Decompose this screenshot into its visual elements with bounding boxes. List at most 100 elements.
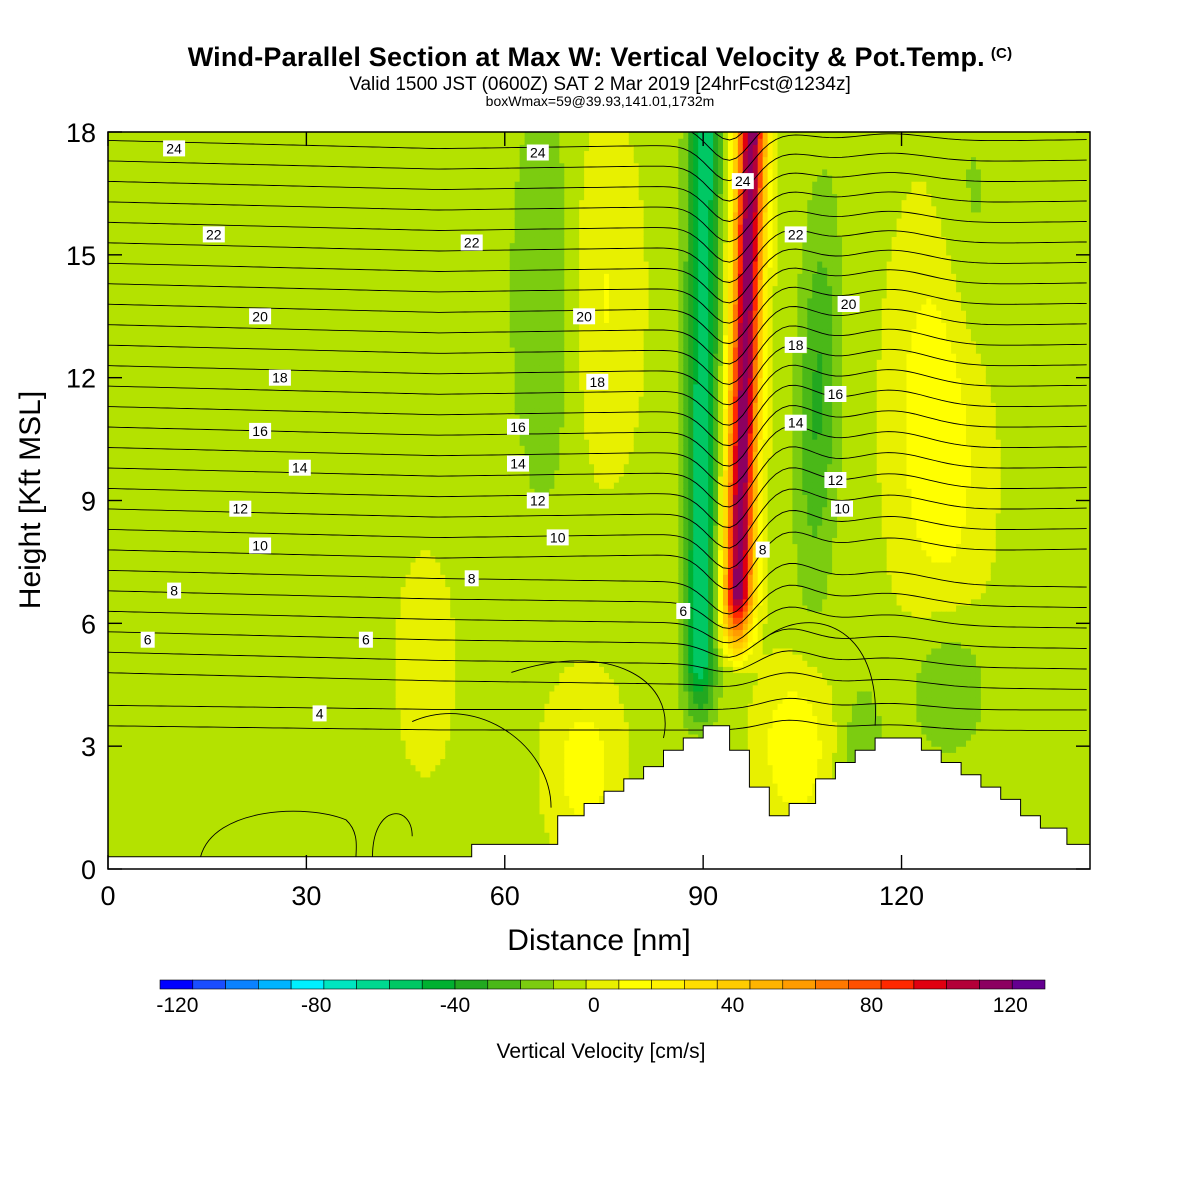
velocity-cell (167, 291, 174, 299)
velocity-cell (152, 230, 159, 238)
velocity-cell (207, 850, 213, 858)
velocity-cell (296, 211, 303, 219)
velocity-cell (202, 611, 208, 618)
velocity-cell (192, 469, 198, 477)
velocity-cell (122, 377, 129, 385)
velocity-cell (291, 482, 298, 489)
velocity-cell (261, 168, 268, 176)
velocity-cell (147, 500, 154, 508)
velocity-cell (306, 365, 312, 373)
velocity-cell (172, 832, 179, 839)
velocity-cell (152, 549, 159, 557)
velocity-cell (152, 439, 159, 446)
velocity-cell (256, 494, 263, 502)
velocity-cell (172, 740, 179, 747)
velocity-cell (192, 150, 198, 158)
velocity-cell (261, 611, 268, 618)
velocity-cell (266, 144, 273, 152)
velocity-cell (261, 144, 268, 152)
velocity-cell (112, 518, 119, 526)
velocity-cell (142, 721, 149, 729)
velocity-cell (172, 500, 179, 508)
velocity-cell (177, 764, 183, 772)
velocity-cell (127, 715, 134, 723)
velocity-cell (212, 770, 218, 778)
velocity-cell (182, 555, 188, 563)
velocity-cell (266, 783, 273, 790)
velocity-cell (222, 826, 228, 833)
velocity-cell (197, 770, 203, 778)
velocity-cell (306, 383, 312, 391)
velocity-cell (112, 414, 119, 422)
velocity-cell (127, 826, 134, 833)
velocity-cell (157, 580, 164, 588)
velocity-cell (236, 205, 243, 213)
velocity-cell (266, 807, 273, 815)
velocity-cell (271, 162, 278, 170)
velocity-cell (192, 230, 198, 238)
velocity-cell (207, 144, 213, 152)
velocity-cell (217, 770, 223, 778)
velocity-cell (246, 279, 253, 287)
velocity-cell (301, 150, 307, 158)
velocity-cell (122, 518, 129, 526)
velocity-cell (187, 555, 193, 563)
velocity-cell (202, 727, 208, 735)
velocity-cell (261, 156, 268, 164)
velocity-cell (167, 168, 174, 176)
velocity-cell (222, 586, 228, 594)
velocity-cell (117, 340, 124, 348)
velocity-cell (207, 832, 213, 839)
velocity-cell (177, 488, 183, 495)
velocity-cell (236, 132, 243, 139)
velocity-cell (108, 156, 114, 164)
velocity-cell (291, 181, 298, 188)
velocity-cell (236, 525, 243, 532)
velocity-cell (167, 488, 174, 495)
velocity-cell (132, 789, 139, 796)
velocity-cell (187, 359, 193, 366)
velocity-cell (222, 322, 228, 330)
velocity-cell (251, 598, 258, 606)
velocity-cell (261, 279, 268, 287)
velocity-cell (241, 801, 248, 809)
velocity-cell (231, 531, 238, 538)
velocity-cell (197, 826, 203, 833)
velocity-cell (172, 389, 179, 397)
velocity-cell (132, 623, 139, 631)
velocity-cell (172, 770, 179, 778)
velocity-cell (291, 561, 298, 569)
velocity-cell (142, 211, 149, 219)
velocity-cell (271, 525, 278, 532)
velocity-cell (256, 482, 263, 489)
velocity-cell (286, 660, 293, 667)
velocity-cell (202, 641, 208, 649)
velocity-cell (108, 322, 114, 330)
velocity-cell (132, 807, 139, 815)
velocity-cell (231, 279, 238, 287)
velocity-cell (202, 445, 208, 452)
velocity-cell (182, 377, 188, 385)
velocity-cell (241, 408, 248, 416)
velocity-cell (296, 402, 303, 409)
velocity-cell (231, 752, 238, 760)
velocity-cell (236, 537, 243, 545)
velocity-cell (112, 469, 119, 477)
velocity-cell (266, 408, 273, 416)
velocity-cell (127, 396, 134, 403)
velocity-cell (202, 285, 208, 293)
velocity-cell (296, 482, 303, 489)
velocity-cell (301, 359, 307, 366)
velocity-cell (296, 506, 303, 514)
velocity-cell (301, 746, 307, 753)
velocity-cell (227, 635, 233, 643)
velocity-cell (261, 408, 268, 416)
velocity-cell (167, 543, 174, 551)
velocity-cell (172, 844, 179, 852)
velocity-cell (108, 727, 114, 735)
velocity-cell (207, 359, 213, 366)
velocity-cell (256, 230, 263, 238)
velocity-cell (281, 303, 288, 311)
velocity-cell (231, 598, 238, 606)
velocity-cell (236, 783, 243, 790)
